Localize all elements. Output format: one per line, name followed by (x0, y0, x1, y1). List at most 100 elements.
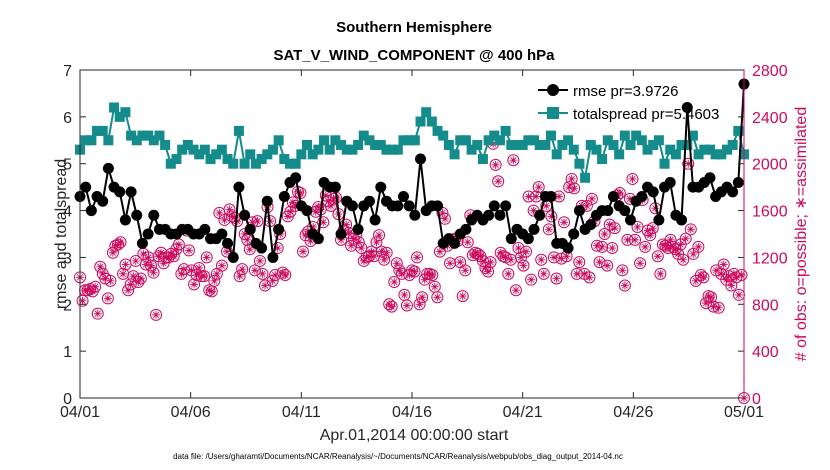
totalspread-point (80, 135, 91, 146)
obs-assimilated-point (395, 267, 408, 280)
y-right-tick-label: 400 (752, 344, 779, 361)
rmse-point (647, 186, 659, 198)
obs-assimilated-point (568, 182, 581, 195)
totalspread-point (182, 139, 193, 150)
x-tick-label: 04/21 (503, 404, 543, 421)
totalspread-point (143, 130, 154, 141)
totalspread-point (721, 144, 732, 155)
totalspread-point (625, 139, 636, 150)
totalspread-point (665, 144, 676, 155)
y-right-tick-label: 800 (752, 297, 779, 314)
totalspread-point (557, 139, 568, 150)
totalspread-point (568, 144, 579, 155)
rmse-point (233, 181, 245, 193)
totalspread-point (126, 130, 137, 141)
rmse-point (392, 200, 404, 212)
obs-assimilated-point (705, 291, 718, 304)
rmse-point (545, 191, 557, 203)
rmse-point (363, 195, 375, 207)
obs-assimilated-point (654, 267, 667, 280)
totalspread-point (608, 139, 619, 150)
y-left-tick-label: 4 (63, 204, 72, 221)
rmse-point (346, 200, 358, 212)
rmse-point (80, 181, 92, 193)
rmse-point (494, 209, 506, 221)
obs-assimilated-point (370, 236, 383, 249)
totalspread-point (256, 154, 267, 165)
totalspread-point (319, 135, 330, 146)
totalspread-point (619, 130, 630, 141)
rmse-point (488, 200, 500, 212)
obs-assimilated-point (545, 210, 558, 223)
rmse-point (732, 176, 744, 188)
totalspread-point (165, 158, 176, 169)
rmse-point (460, 223, 472, 235)
rmse-point (239, 209, 251, 221)
y-left-tick-label: 7 (63, 63, 72, 80)
obs-assimilated-point (236, 263, 249, 276)
rmse-point (85, 205, 97, 217)
obs-assimilated-point (259, 279, 272, 292)
obs-assimilated-point (101, 292, 114, 305)
rmse-point (704, 172, 716, 184)
obs-assimilated-point (489, 158, 502, 171)
obs-assimilated-point (243, 243, 256, 256)
totalspread-point (517, 139, 528, 150)
rmse-point (125, 186, 137, 198)
obs-assimilated-point (428, 280, 441, 293)
rmse-point (102, 162, 114, 174)
obs-assimilated-point (208, 274, 221, 287)
y-right-tick-label: 2000 (752, 157, 788, 174)
plot-data (74, 78, 750, 404)
obs-assimilated-point (558, 216, 571, 229)
data-file-footnote: data file: /Users/gharamti/Documents/NCA… (173, 452, 623, 461)
totalspread-point (477, 154, 488, 165)
totalspread-point (404, 135, 415, 146)
y-axis-left-label: rmse and totalspread (53, 159, 70, 309)
obs-assimilated-point (388, 276, 401, 289)
obs-assimilated-point (517, 259, 530, 272)
totalspread-point (199, 144, 210, 155)
obs-assimilated-point (712, 301, 725, 314)
legend-rmse-label: rmse pr=3.9726 (573, 83, 678, 100)
obs-assimilated-point (256, 267, 269, 280)
rmse-point (619, 205, 631, 217)
obs-assimilated-point (537, 267, 550, 280)
rmse-point (585, 219, 597, 231)
totalspread-point (222, 154, 233, 165)
rmse-point (505, 233, 517, 245)
totalspread-point (659, 158, 670, 169)
obs-assimilated-point (210, 267, 223, 280)
totalspread-point (324, 144, 335, 155)
obs-assimilated-point (626, 172, 639, 185)
rmse-point (500, 200, 512, 212)
obs-assimilated-point (502, 267, 515, 280)
obs-assimilated-point (646, 222, 659, 235)
totalspread-point (86, 135, 97, 146)
obs-assimilated-point (484, 256, 497, 269)
rmse-point (562, 242, 574, 254)
y-right-tick-label: 1200 (752, 250, 788, 267)
totalspread-point (341, 144, 352, 155)
rmse-point (375, 181, 387, 193)
totalspread-point (250, 158, 261, 169)
totalspread-point (472, 139, 483, 150)
obs-assimilated-point (454, 256, 467, 269)
obs-assimilated-point (233, 270, 246, 283)
totalspread-point (585, 139, 596, 150)
rmse-point (261, 195, 273, 207)
obs-assimilated-point (431, 291, 444, 304)
obs-assimilated-point (456, 290, 469, 303)
x-axis-label: Apr.01,2014 00:00:00 start (320, 427, 509, 444)
obs-assimilated-point (684, 223, 697, 236)
obs-assimilated-point (198, 270, 211, 283)
totalspread-point (710, 149, 721, 160)
totalspread-point (279, 154, 290, 165)
totalspread-point (114, 111, 125, 122)
totalspread-point (375, 139, 386, 150)
obs-assimilated-point (601, 259, 614, 272)
obs-assimilated-point (385, 300, 398, 313)
obs-assimilated-point (129, 254, 142, 267)
rmse-point (256, 242, 268, 254)
rmse-point (681, 101, 693, 113)
